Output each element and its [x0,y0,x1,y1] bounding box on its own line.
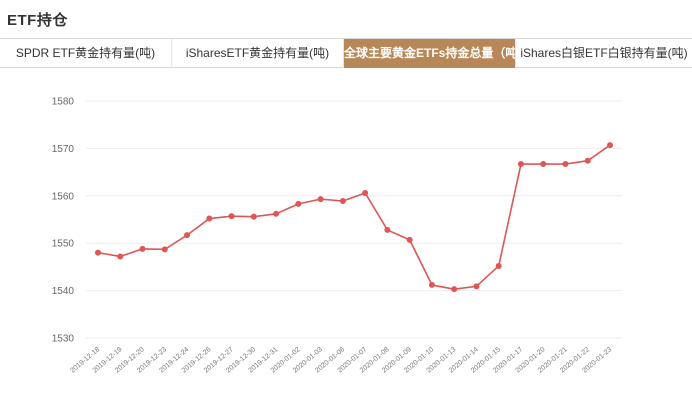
data-point [384,226,391,233]
data-point [95,249,101,256]
line-chart: 1530 1540 1550 1560 1570 1580 2019-12-182019-… [52,97,622,375]
y-axis: 1530 1540 1550 1560 1570 1580 [52,97,75,345]
tab-global-gold-etf-holdings[interactable]: 全球主要黄金ETFs持金总量（吨） [344,39,516,68]
data-point [295,200,302,207]
x-axis: 2019-12-182019-12-192019-12-202019-12-23… [69,346,613,374]
data-point [273,210,280,217]
data-point [362,189,369,196]
data-point [517,161,524,168]
data-point [206,215,213,222]
data-point [428,281,435,288]
data-point [339,198,346,205]
data-point [451,286,458,293]
y-tick-label: 1570 [52,144,75,155]
tab-bar: SPDR ETF黄金持有量(吨) iSharesETF黄金持有量(吨) 全球主要… [0,38,692,68]
data-point [228,213,235,220]
y-tick-label: 1560 [52,191,75,202]
data-point [562,161,569,168]
data-point [584,157,591,164]
y-tick-label: 1530 [52,334,75,345]
tab-ishares-gold-holdings[interactable]: iSharesETF黄金持有量(吨) [172,39,344,68]
y-tick-label: 1540 [52,286,75,297]
data-point [250,213,257,220]
grid-layer [86,100,622,339]
data-point [139,245,146,252]
data-point [161,246,168,253]
tab-spdr-gold-holdings[interactable]: SPDR ETF黄金持有量(吨) [0,39,172,68]
data-point [317,196,324,203]
section-title: ETF持仓 [7,12,68,29]
y-tick-label: 1550 [52,239,75,250]
data-point [473,283,480,290]
tab-ishares-silver-holdings[interactable]: iShares白银ETF白银持有量(吨) [520,46,688,60]
series-layer [95,142,613,293]
data-point [117,253,124,260]
series-line [97,144,611,290]
data-point [184,232,191,239]
data-point [607,142,613,149]
data-point [495,262,502,269]
y-tick-label: 1580 [52,97,75,108]
data-point [540,161,547,168]
data-point [406,236,413,243]
